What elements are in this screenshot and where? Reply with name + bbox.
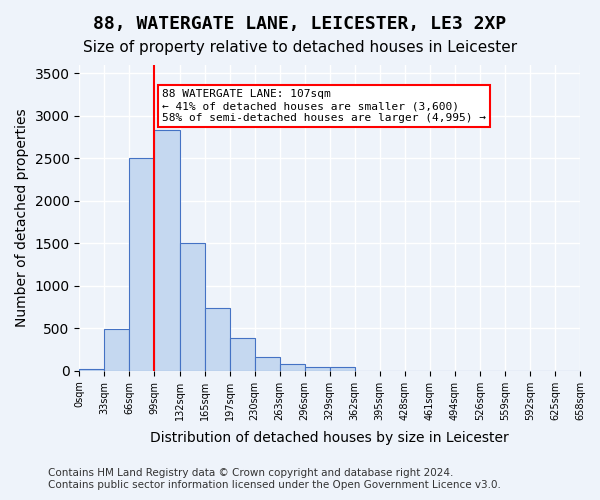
Bar bbox=[154, 130, 179, 371]
Bar bbox=[205, 308, 230, 371]
Bar bbox=[254, 357, 280, 371]
Bar bbox=[305, 367, 330, 371]
Bar bbox=[230, 338, 254, 371]
Text: 88 WATERGATE LANE: 107sqm
← 41% of detached houses are smaller (3,600)
58% of se: 88 WATERGATE LANE: 107sqm ← 41% of detac… bbox=[162, 90, 486, 122]
Bar bbox=[79, 368, 104, 371]
Y-axis label: Number of detached properties: Number of detached properties bbox=[15, 108, 29, 327]
Bar bbox=[280, 364, 305, 371]
X-axis label: Distribution of detached houses by size in Leicester: Distribution of detached houses by size … bbox=[151, 431, 509, 445]
Bar bbox=[330, 367, 355, 371]
Text: Contains HM Land Registry data © Crown copyright and database right 2024.
Contai: Contains HM Land Registry data © Crown c… bbox=[48, 468, 501, 490]
Bar bbox=[179, 242, 205, 371]
Bar bbox=[104, 329, 130, 371]
Bar bbox=[130, 158, 154, 371]
Text: Size of property relative to detached houses in Leicester: Size of property relative to detached ho… bbox=[83, 40, 517, 55]
Text: 88, WATERGATE LANE, LEICESTER, LE3 2XP: 88, WATERGATE LANE, LEICESTER, LE3 2XP bbox=[94, 15, 506, 33]
